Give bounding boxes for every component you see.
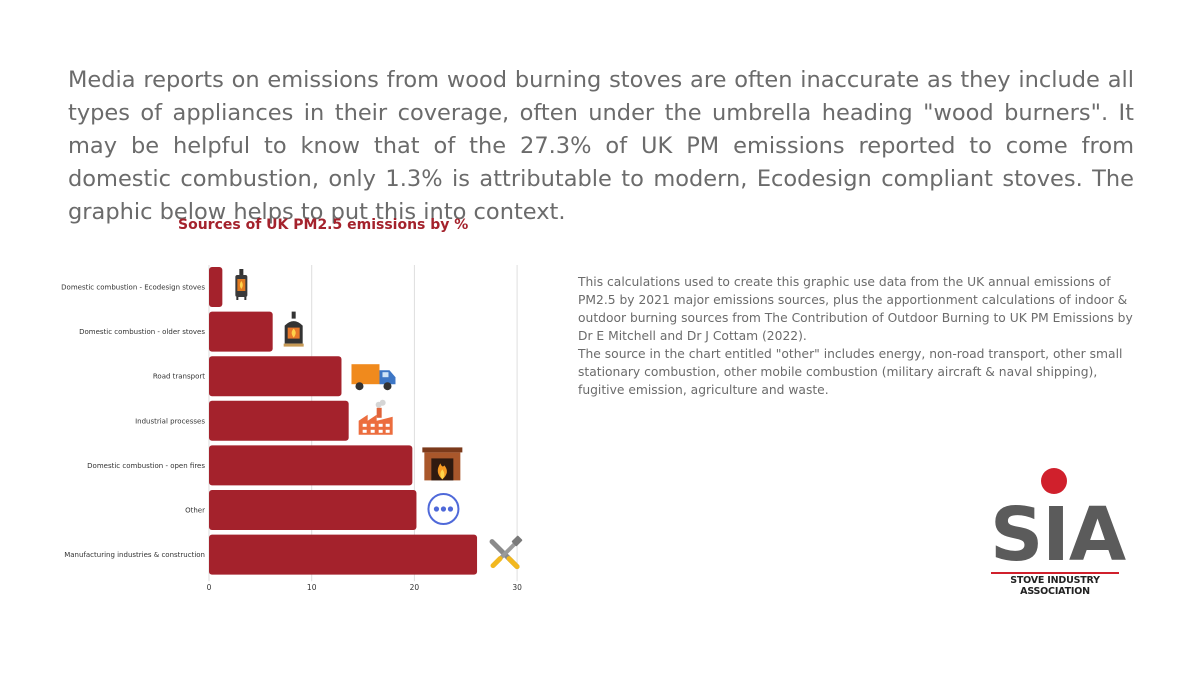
tools-icon (489, 535, 523, 570)
chart-icons (235, 269, 523, 570)
emissions-bar-chart: 0 10 20 30 Domestic combustion - Ecodesign s… (61, 265, 523, 593)
x-tick-label: 10 (307, 583, 317, 592)
intro-paragraph: Media reports on emissions from wood bur… (68, 67, 1134, 225)
stove-icon (235, 269, 248, 300)
logo-rule (991, 572, 1119, 574)
bar-2 (209, 356, 342, 397)
note-paragraph-other: The source in the chart entitled "other"… (578, 347, 1123, 397)
more-dots-icon (427, 493, 460, 525)
category-label: Domestic combustion - Ecodesign stoves (61, 284, 205, 292)
x-tick-label: 30 (512, 583, 522, 592)
x-tick-label: 0 (207, 583, 212, 592)
bar-0 (209, 267, 223, 307)
category-label: Domestic combustion - older stoves (79, 328, 205, 336)
category-label: Other (185, 507, 205, 515)
logo-red-dot (1041, 468, 1067, 494)
factory-icon (358, 399, 393, 435)
category-label: Road transport (153, 373, 205, 381)
bar-4 (209, 445, 413, 486)
fireplace-icon (422, 447, 463, 481)
chart-title: Sources of UK PM2.5 emissions by % (178, 217, 469, 233)
x-tick-label: 20 (410, 583, 420, 592)
logo-org-name: STOVE INDUSTRY ASSOCIATION (1010, 575, 1100, 597)
bar-3 (209, 400, 349, 441)
category-label: Domestic combustion - open fires (87, 462, 205, 470)
note-paragraph-sources: This calculations used to create this gr… (578, 275, 1133, 343)
chart-bars (209, 267, 478, 575)
logo-letters: SIA (990, 492, 1126, 578)
category-label: Industrial processes (135, 417, 205, 425)
bar-1 (209, 311, 273, 352)
bar-5 (209, 490, 417, 530)
sia-logo: SIA STOVE INDUSTRY ASSOCIATION (990, 468, 1126, 597)
chart-labels: 0 10 20 30 Domestic combustion - Ecodesign s… (61, 284, 522, 593)
bar-6 (209, 534, 478, 575)
category-label: Manufacturing industries & construction (64, 551, 205, 559)
methodology-note: This calculations used to create this gr… (578, 273, 1134, 399)
delivery-truck-icon (351, 364, 396, 391)
wood-stove-icon (283, 311, 304, 347)
